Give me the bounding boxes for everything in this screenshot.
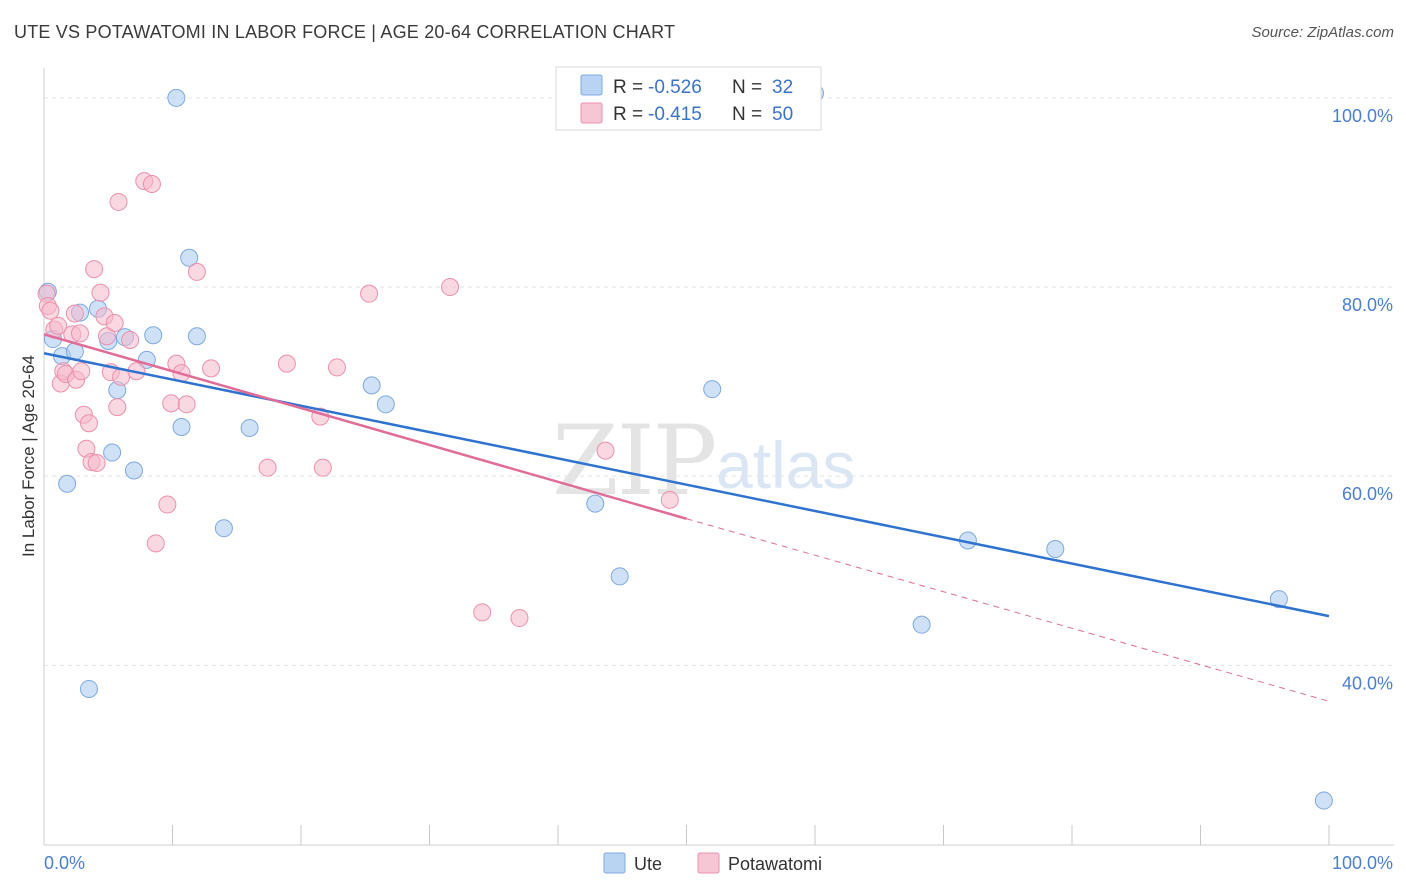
ute-point xyxy=(362,376,381,395)
potawatomi-point xyxy=(146,534,165,553)
ute-point xyxy=(167,88,186,107)
legend: R = -0.526 N = 32 R = -0.415 N = 50 xyxy=(555,66,822,131)
potawatomi-point xyxy=(70,324,89,343)
potawatomi-point xyxy=(660,490,679,509)
potawatomi-point xyxy=(91,283,110,302)
potawatomi-trend-line xyxy=(43,333,687,520)
ute-point xyxy=(79,679,98,698)
potawatomi-point xyxy=(202,359,221,378)
potawatomi-point xyxy=(72,362,91,381)
x-axis-ticks xyxy=(172,825,1330,845)
potawatomi-point xyxy=(65,304,84,323)
ute-point xyxy=(240,418,259,437)
potawatomi-point xyxy=(108,398,127,417)
chart-title: UTE VS POTAWATOMI IN LABOR FORCE | AGE 2… xyxy=(14,22,676,42)
potawatomi-point xyxy=(109,192,128,211)
x-tick-label-max: 100.0% xyxy=(1332,853,1393,873)
legend-r-label-potawatomi: R = xyxy=(613,104,643,125)
y-axis-tick-labels: 40.0% 60.0% 80.0% 100.0% xyxy=(1332,106,1393,693)
watermark-atlas: atlas xyxy=(716,428,855,502)
potawatomi-point xyxy=(596,441,615,460)
ute-point xyxy=(376,395,395,414)
potawatomi-point xyxy=(105,313,124,332)
legend-n-value-ute: 32 xyxy=(772,77,793,98)
potawatomi-point xyxy=(97,327,116,346)
potawatomi-trend-extension xyxy=(686,518,1330,702)
legend-swatch-ute xyxy=(580,74,603,96)
bottom-legend-swatch-ute xyxy=(603,852,626,874)
source-credit: Source: ZipAtlas.com xyxy=(1251,24,1394,41)
potawatomi-point xyxy=(85,260,104,279)
potawatomi-point xyxy=(79,414,98,433)
x-tick-label-min: 0.0% xyxy=(44,853,85,873)
legend-r-label-ute: R = xyxy=(613,77,643,98)
legend-swatch-potawatomi xyxy=(580,102,603,124)
y-tick-label-40: 40.0% xyxy=(1342,673,1393,693)
potawatomi-point xyxy=(277,354,296,373)
bottom-legend: Ute Potawatomi xyxy=(603,852,822,874)
ute-point xyxy=(703,380,722,399)
potawatomi-point xyxy=(510,609,529,628)
potawatomi-point xyxy=(41,301,60,320)
potawatomi-point xyxy=(142,174,161,193)
potawatomi-point xyxy=(360,284,379,303)
ute-point xyxy=(172,418,191,437)
axes xyxy=(43,68,1394,846)
potawatomi-point xyxy=(473,603,492,622)
bottom-legend-label-ute: Ute xyxy=(634,854,662,874)
potawatomi-point xyxy=(121,331,140,350)
ute-point xyxy=(58,474,77,493)
potawatomi-point xyxy=(49,316,68,335)
bottom-legend-swatch-potawatomi xyxy=(697,852,720,874)
ute-point xyxy=(144,326,163,345)
trend-lines xyxy=(43,333,1330,702)
ute-point xyxy=(103,443,122,462)
ute-point xyxy=(124,461,143,480)
potawatomi-point xyxy=(87,453,106,472)
potawatomi-point xyxy=(162,394,181,413)
y-tick-label-100: 100.0% xyxy=(1332,106,1393,126)
ute-point xyxy=(1269,590,1288,609)
potawatomi-point xyxy=(187,262,206,281)
ute-point xyxy=(912,615,931,634)
gridlines xyxy=(44,97,1394,666)
potawatomi-point xyxy=(327,358,346,377)
legend-r-value-potawatomi: -0.415 xyxy=(648,104,702,125)
potawatomi-point xyxy=(177,395,196,414)
potawatomi-point xyxy=(158,495,177,514)
y-tick-label-60: 60.0% xyxy=(1342,484,1393,504)
data-points xyxy=(37,84,1333,810)
y-axis-label: In Labor Force | Age 20-64 xyxy=(19,355,38,557)
ute-point xyxy=(180,248,199,267)
bottom-legend-label-potawatomi: Potawatomi xyxy=(728,854,822,874)
legend-n-label-ute: N = xyxy=(732,77,762,98)
watermark-zip: ZIP xyxy=(552,405,715,517)
ute-point xyxy=(187,327,206,346)
potawatomi-point xyxy=(441,278,460,297)
ute-point xyxy=(610,567,629,586)
ute-point xyxy=(1046,540,1065,559)
ute-point xyxy=(586,494,605,513)
potawatomi-point xyxy=(258,458,277,477)
y-tick-label-80: 80.0% xyxy=(1342,295,1393,315)
legend-r-value-ute: -0.526 xyxy=(648,77,702,98)
legend-n-label-potawatomi: N = xyxy=(732,104,762,125)
ute-trend-line xyxy=(43,352,1330,618)
ute-point xyxy=(214,519,233,538)
potawatomi-point xyxy=(313,458,332,477)
ute-point xyxy=(1314,791,1333,810)
legend-n-value-potawatomi: 50 xyxy=(772,104,793,125)
